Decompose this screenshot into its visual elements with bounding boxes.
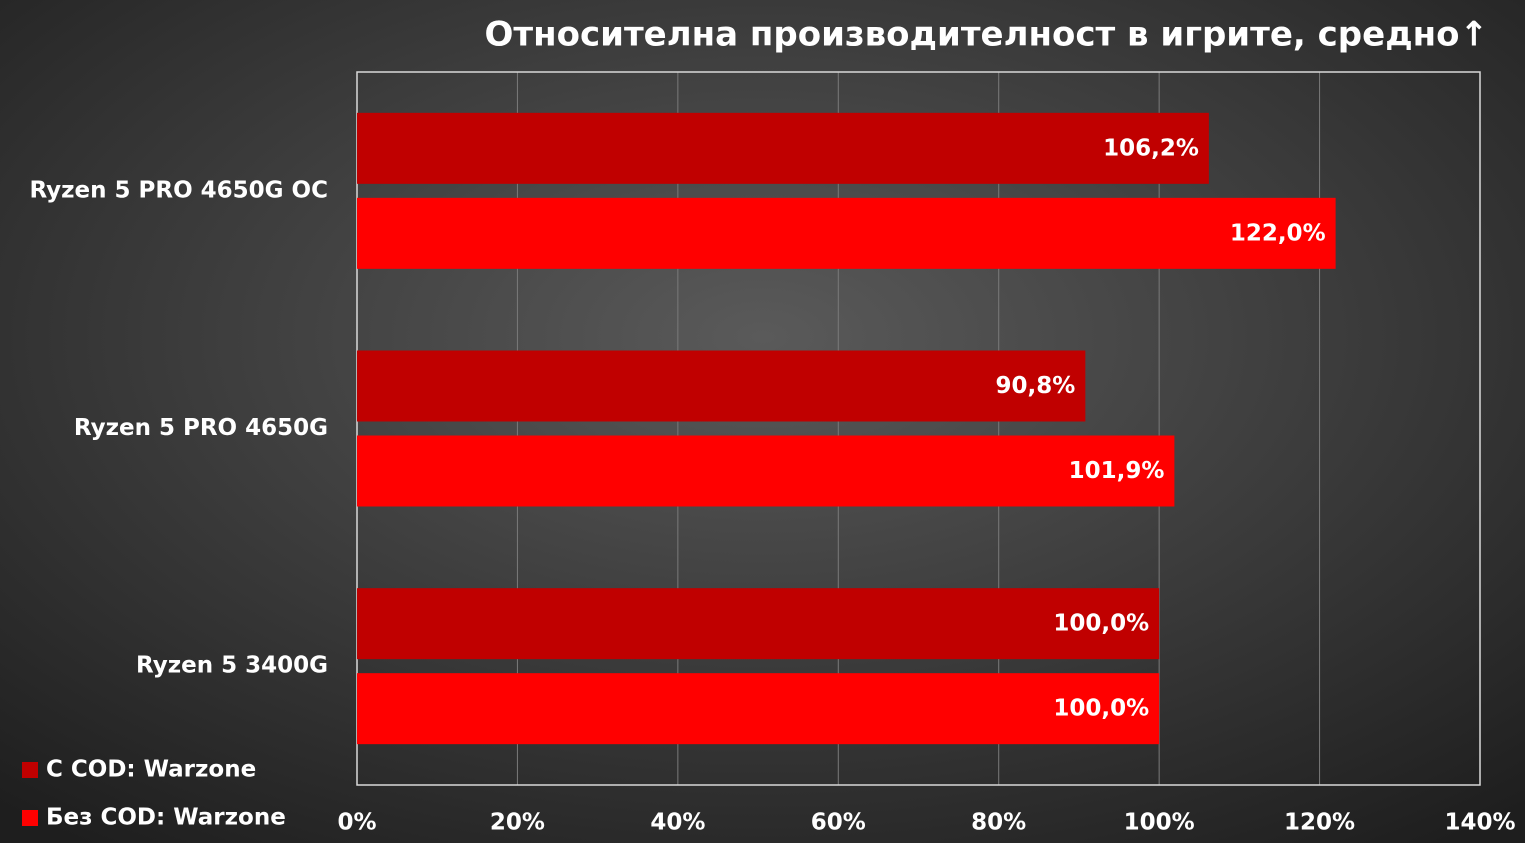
x-tick-label: 60% <box>811 810 866 836</box>
x-tick-label: 140% <box>1444 810 1515 836</box>
value-label: 90,8% <box>996 373 1076 399</box>
bar <box>357 673 1160 745</box>
bar <box>357 350 1086 422</box>
bar <box>357 112 1209 184</box>
bar <box>357 588 1160 660</box>
legend-swatch <box>22 810 38 826</box>
value-label: 122,0% <box>1230 220 1326 246</box>
value-label: 101,9% <box>1069 458 1165 484</box>
value-label: 106,2% <box>1103 135 1199 161</box>
value-label: 100,0% <box>1053 611 1149 637</box>
plot-border <box>356 71 1481 786</box>
chart-title: Относителна производителност в игрите, с… <box>485 15 1488 55</box>
x-tick-label: 40% <box>650 810 705 836</box>
y-tick-label: Ryzen 5 PRO 4650G OC <box>29 177 328 203</box>
y-tick-label: Ryzen 5 3400G <box>136 653 328 679</box>
y-tick-label: Ryzen 5 PRO 4650G <box>74 415 328 441</box>
x-tick-label: 0% <box>337 810 376 836</box>
value-label: 100,0% <box>1053 696 1149 722</box>
x-tick-label: 120% <box>1284 810 1355 836</box>
bar <box>357 435 1175 507</box>
legend-label: Без COD: Warzone <box>46 805 286 831</box>
x-tick-label: 20% <box>490 810 545 836</box>
x-tick-label: 100% <box>1124 810 1195 836</box>
legend-label: С COD: Warzone <box>46 757 256 783</box>
bar <box>357 197 1336 269</box>
x-tick-label: 80% <box>971 810 1026 836</box>
legend-swatch <box>22 762 38 778</box>
